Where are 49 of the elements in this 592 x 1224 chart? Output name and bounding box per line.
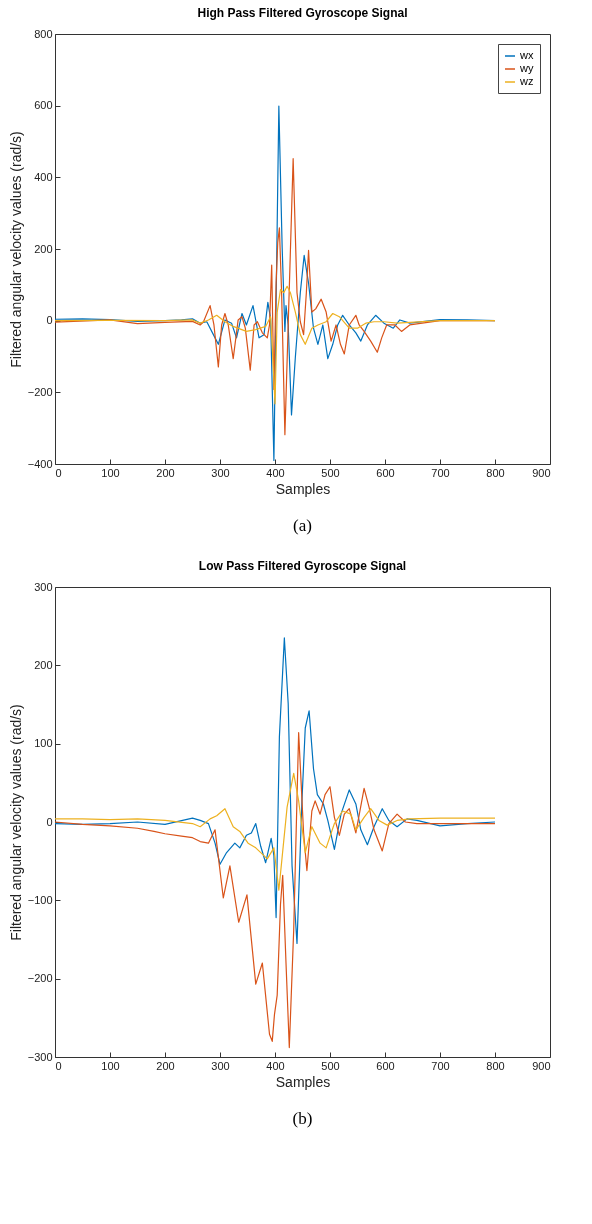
y-tick-label: 100 (34, 737, 53, 750)
x-tick-label: 300 (211, 466, 230, 479)
line-series (55, 285, 496, 405)
x-tick-label: 800 (486, 466, 505, 479)
x-tick-label: 0 (55, 466, 62, 479)
y-tick-label: 600 (34, 99, 53, 112)
y-tick-label: 800 (34, 27, 53, 40)
line-series (55, 732, 496, 1049)
x-tick-label: 400 (266, 466, 285, 479)
y-tick-label: 0 (46, 815, 53, 828)
legend-label: wz (519, 75, 534, 87)
y-tick-label: 200 (34, 658, 53, 671)
y-axis-title: Filtered angular velocity values (rad/s) (7, 704, 24, 941)
x-tick-label: 900 (532, 1059, 551, 1072)
y-tick-label: 400 (34, 170, 53, 183)
x-tick-label: 500 (321, 1059, 340, 1072)
y-tick-label: −300 (27, 1050, 53, 1063)
x-tick-label: 500 (321, 466, 340, 479)
x-tick-label: 300 (211, 1059, 230, 1072)
legend-label: wy (519, 62, 534, 74)
x-tick-label: 200 (156, 466, 175, 479)
x-tick-label: 700 (431, 466, 450, 479)
legend-label: wx (519, 49, 534, 61)
x-tick-label: 0 (55, 1059, 62, 1072)
x-tick-label: 400 (266, 1059, 285, 1072)
x-tick-label: 700 (431, 1059, 450, 1072)
x-tick-label: 100 (101, 1059, 120, 1072)
y-tick-label: 200 (34, 242, 53, 255)
x-tick-label: 600 (376, 1059, 395, 1072)
x-tick-label: 600 (376, 466, 395, 479)
x-axis-title: Samples (275, 1073, 331, 1090)
y-tick-label: −200 (27, 972, 53, 985)
line-series (55, 772, 496, 891)
line-series (55, 637, 496, 945)
y-tick-label: −100 (27, 893, 53, 906)
y-axis-title: Filtered angular velocity values (rad/s) (7, 131, 24, 368)
y-tick-label: 300 (34, 580, 53, 593)
y-tick-label: 0 (46, 314, 53, 327)
y-tick-label: −200 (27, 385, 53, 398)
x-tick-label: 100 (101, 466, 120, 479)
x-tick-label: 900 (532, 466, 551, 479)
x-tick-label: 800 (486, 1059, 505, 1072)
chart-title: High Pass Filtered Gyroscope Signal (197, 6, 408, 20)
text: (a) (293, 516, 312, 535)
chart-title: Low Pass Filtered Gyroscope Signal (198, 559, 407, 573)
x-axis-title: Samples (275, 480, 331, 497)
x-tick-label: 200 (156, 1059, 175, 1072)
text: (b) (292, 1109, 313, 1128)
y-tick-label: −400 (27, 457, 53, 470)
